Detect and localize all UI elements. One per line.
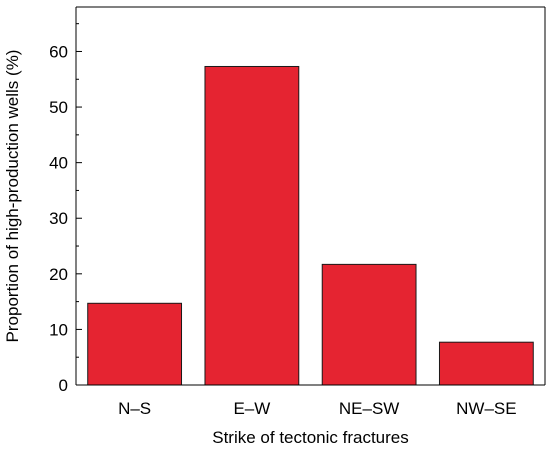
y-ticks-layer: 0 10 20 30 40 50 60 (49, 23, 82, 395)
y-tick-label: 10 (49, 320, 68, 339)
y-tick-label: 60 (49, 42, 68, 61)
bars-layer (87, 65, 534, 386)
bar-3 (438, 341, 534, 386)
y-tick-label: 20 (49, 265, 68, 284)
y-axis-title: Proportion of high-production wells (%) (3, 50, 22, 343)
y-tick-label: 30 (49, 209, 68, 228)
x-axis-title: Strike of tectonic fractures (212, 428, 409, 447)
y-tick-label: 0 (59, 376, 68, 395)
x-tick-labels-layer: N–S E–W NE–SW NW–SE (118, 399, 517, 418)
bar-0 (87, 302, 183, 386)
y-tick-label: 40 (49, 154, 68, 173)
x-tick-label: E–W (233, 399, 270, 418)
x-tick-label: NW–SE (456, 399, 516, 418)
x-tick-label: N–S (118, 399, 151, 418)
bar-1 (204, 65, 300, 386)
y-tick-label: 50 (49, 98, 68, 117)
axes-layer (75, 6, 546, 386)
x-tick-label: NE–SW (339, 399, 399, 418)
bar-2 (321, 263, 417, 386)
